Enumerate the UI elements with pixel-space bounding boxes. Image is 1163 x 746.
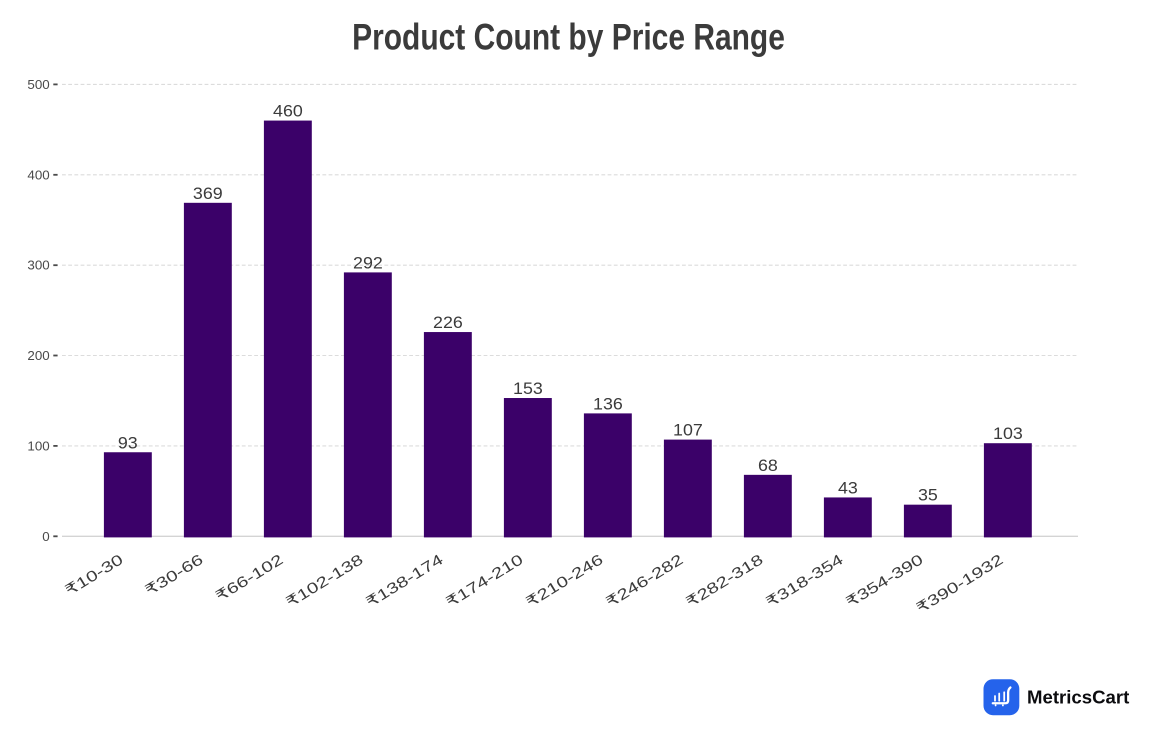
svg-text:292: 292	[353, 253, 383, 272]
svg-text:43: 43	[838, 478, 858, 497]
svg-text:0: 0	[42, 529, 49, 543]
svg-text:136: 136	[593, 394, 623, 413]
svg-text:460: 460	[273, 101, 303, 120]
svg-text:300: 300	[27, 258, 49, 272]
svg-text:400: 400	[27, 168, 49, 182]
svg-text:35: 35	[918, 485, 938, 504]
svg-text:226: 226	[433, 313, 463, 332]
svg-text:107: 107	[673, 420, 703, 439]
svg-text:500: 500	[27, 77, 49, 91]
svg-text:103: 103	[993, 424, 1023, 443]
svg-text:200: 200	[27, 349, 49, 363]
svg-text:MetricsCart: MetricsCart	[1027, 686, 1129, 707]
svg-text:68: 68	[758, 455, 778, 474]
svg-text:153: 153	[513, 379, 543, 398]
svg-text:Product Count by Price Range: Product Count by Price Range	[352, 18, 785, 59]
svg-text:369: 369	[193, 183, 223, 202]
svg-text:100: 100	[27, 439, 49, 453]
svg-text:93: 93	[118, 433, 138, 452]
